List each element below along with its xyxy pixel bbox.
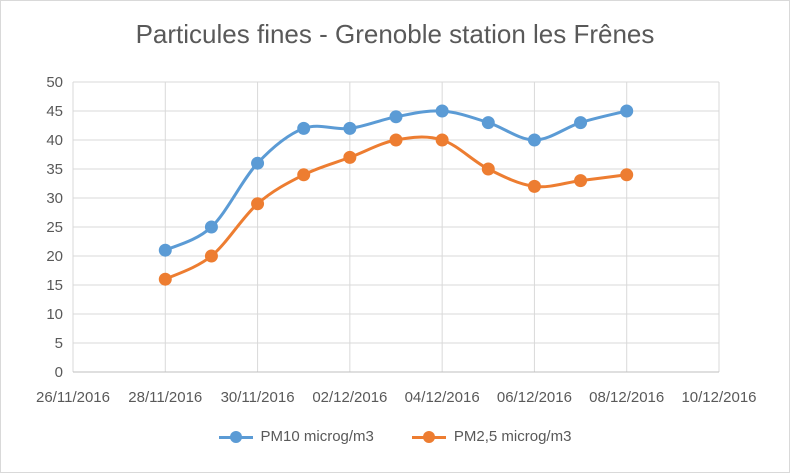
y-tick-label: 20	[46, 248, 63, 265]
y-tick-label: 45	[46, 103, 63, 120]
x-tick-label: 10/12/2016	[681, 389, 756, 406]
series-line-pm25	[164, 135, 627, 281]
x-tick-label: 02/12/2016	[312, 389, 387, 406]
chart-legend: PM10 microg/m3 PM2,5 microg/m3	[0, 428, 790, 445]
data-point-pm25	[389, 133, 403, 147]
data-point-pm10	[158, 243, 172, 257]
x-tick-label: 06/12/2016	[497, 389, 572, 406]
chart-title: Particules fines - Grenoble station les …	[135, 19, 655, 49]
legend-label-pm25: PM2,5 microg/m3	[453, 428, 572, 445]
legend-label-pm10: PM10 microg/m3	[260, 428, 374, 445]
y-tick-label: 10	[46, 306, 63, 323]
y-tick-label: 5	[55, 335, 63, 352]
data-point-pm25	[251, 197, 265, 211]
data-point-pm10	[481, 116, 495, 130]
data-point-pm25	[297, 168, 311, 182]
x-tick-label: 08/12/2016	[589, 389, 664, 406]
data-point-pm10	[435, 104, 449, 118]
legend-swatch-pm25	[411, 430, 446, 443]
data-point-pm10	[389, 110, 403, 124]
data-point-pm10	[527, 133, 541, 147]
data-point-pm25	[620, 168, 634, 182]
data-point-pm10	[343, 121, 357, 135]
data-point-pm25	[574, 174, 588, 188]
y-tick-label: 35	[46, 161, 63, 178]
y-tick-label: 0	[55, 364, 63, 381]
legend-swatch-pm10	[218, 430, 253, 443]
x-tick-label: 28/11/2016	[128, 389, 202, 406]
y-tick-label: 40	[46, 132, 63, 149]
data-point-pm25	[158, 272, 172, 286]
y-tick-label: 25	[46, 219, 63, 236]
legend-item-pm10: PM10 microg/m3	[218, 428, 374, 445]
data-point-pm25	[343, 150, 357, 164]
data-point-pm25	[527, 179, 541, 193]
data-point-pm25	[481, 162, 495, 176]
data-point-pm10	[297, 121, 311, 135]
x-tick-label: 30/11/2016	[221, 389, 295, 406]
data-point-pm10	[251, 156, 265, 170]
data-point-pm25	[204, 249, 218, 263]
x-tick-label: 04/12/2016	[405, 389, 480, 406]
data-point-pm25	[435, 133, 449, 147]
data-point-pm10	[574, 116, 588, 130]
data-point-pm10	[620, 104, 634, 118]
y-tick-label: 30	[46, 190, 63, 207]
data-point-pm10	[204, 220, 218, 234]
y-tick-label: 50	[46, 74, 63, 91]
y-tick-label: 15	[46, 277, 63, 294]
legend-item-pm25: PM2,5 microg/m3	[411, 428, 572, 445]
x-tick-label: 26/11/2016	[36, 389, 110, 406]
